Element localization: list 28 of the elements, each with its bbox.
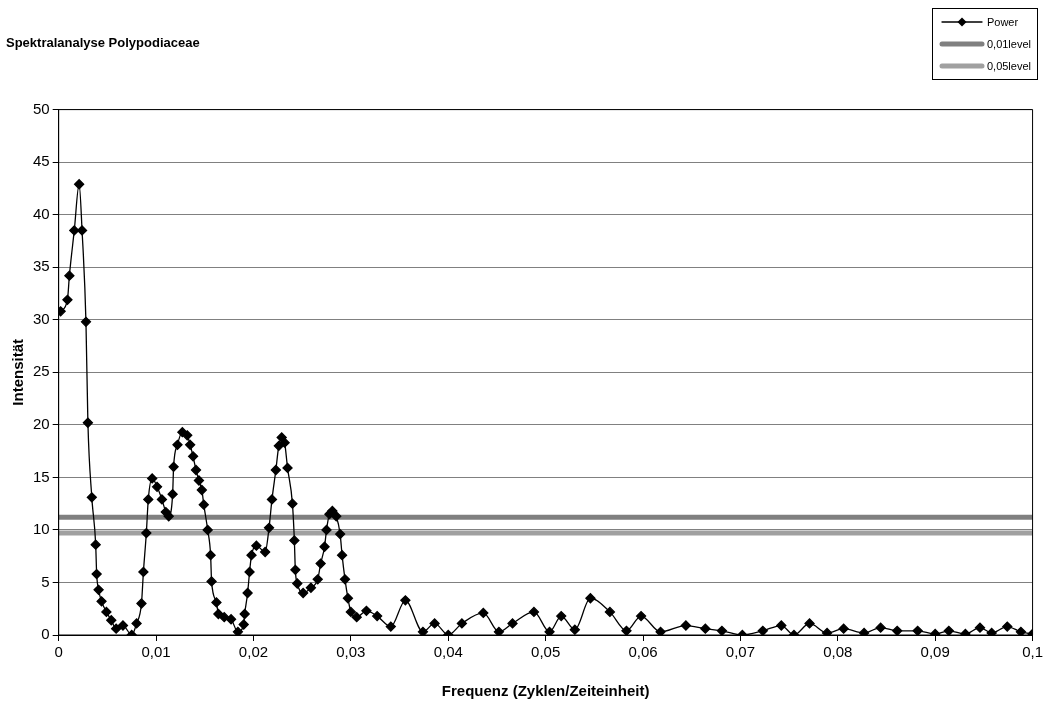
y-tick-label: 15 (33, 467, 50, 485)
y-tick-label: 40 (33, 204, 50, 222)
legend-label: 0,05level (986, 60, 1031, 72)
x-tick-label: 0,02 (238, 643, 269, 661)
legend-label: 0,01level (986, 38, 1031, 50)
y-tick-label: 35 (33, 257, 50, 275)
chart-title: Spektralanalyse Polypodiaceae (6, 35, 200, 51)
x-tick-label: 0,04 (433, 643, 463, 661)
y-axis-title: Intensität (9, 338, 27, 406)
y-tick-label: 0 (41, 625, 50, 643)
y-tick-label: 50 (33, 99, 50, 117)
x-tick-label: 0,05 (531, 643, 561, 661)
y-tick-label: 10 (33, 520, 50, 538)
x-tick-label: 0,1 (1022, 643, 1043, 661)
x-tick-label: 0,07 (725, 643, 756, 661)
x-tick-label: 0,03 (336, 643, 366, 661)
x-tick-label: 0,06 (628, 643, 658, 661)
x-tick-label: 0,08 (823, 643, 853, 661)
x-tick-label: 0,01 (141, 643, 171, 661)
y-tick-label: 45 (33, 152, 50, 170)
y-tick-label: 20 (33, 414, 50, 432)
x-tick-label: 0,09 (920, 643, 950, 661)
x-tick-label: 0 (54, 643, 63, 661)
x-axis-title: Frequenz (Zyklen/Zeiteinheit) (441, 682, 650, 700)
y-tick-label: 30 (33, 309, 50, 327)
y-tick-label: 5 (41, 572, 50, 590)
y-tick-label: 25 (33, 362, 50, 380)
legend-label: Power (986, 16, 1019, 28)
